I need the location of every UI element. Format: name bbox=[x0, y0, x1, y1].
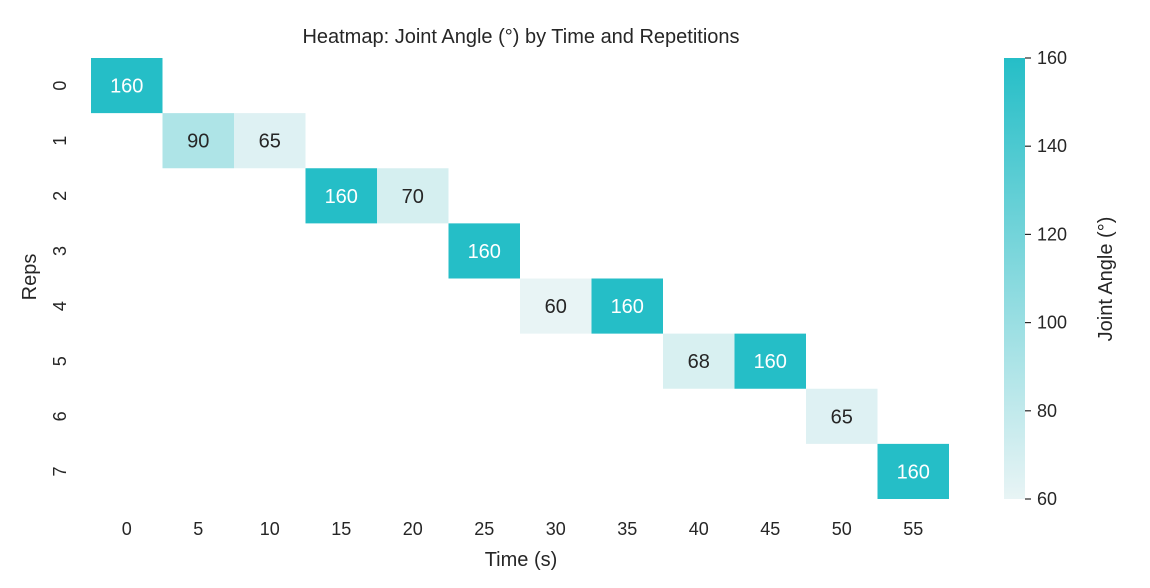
heatmap-cell bbox=[877, 443, 949, 499]
heatmap-cells: 160 90 65 160 70 160 60 160 68 160 65 160 bbox=[91, 58, 949, 499]
colorbar-ticks: 60 80 100 120 140 160 bbox=[1025, 48, 1067, 509]
cell-value-label: 70 bbox=[402, 186, 424, 208]
y-axis-label: Reps bbox=[19, 254, 41, 301]
y-tick-label: 6 bbox=[50, 411, 70, 421]
heatmap-cell bbox=[520, 278, 592, 334]
x-tick-label: 30 bbox=[546, 519, 566, 539]
y-axis-ticks: 0 1 2 3 4 5 6 7 bbox=[50, 81, 70, 477]
heatmap-cell bbox=[377, 168, 449, 224]
colorbar-tick-label: 140 bbox=[1037, 136, 1067, 156]
x-tick-label: 45 bbox=[760, 519, 780, 539]
cell-value-label: 65 bbox=[831, 406, 853, 428]
heatmap-cell bbox=[591, 278, 663, 334]
heatmap-cell bbox=[806, 388, 878, 444]
heatmap-cell bbox=[734, 333, 806, 389]
heatmap-cell bbox=[234, 113, 306, 169]
colorbar-tick-label: 160 bbox=[1037, 48, 1067, 68]
heatmap-cell bbox=[663, 333, 735, 389]
colorbar-tick-label: 120 bbox=[1037, 224, 1067, 244]
colorbar-tick-label: 60 bbox=[1037, 489, 1057, 509]
y-tick-label: 7 bbox=[50, 466, 70, 476]
y-tick-label: 4 bbox=[50, 301, 70, 311]
heatmap-cell bbox=[91, 58, 163, 114]
cell-value-label: 160 bbox=[110, 76, 143, 98]
x-tick-label: 15 bbox=[331, 519, 351, 539]
x-tick-label: 25 bbox=[474, 519, 494, 539]
colorbar-gradient bbox=[1004, 58, 1025, 499]
x-axis-label: Time (s) bbox=[485, 549, 558, 571]
y-tick-label: 5 bbox=[50, 356, 70, 366]
x-tick-label: 5 bbox=[193, 519, 203, 539]
x-axis-ticks: 0 5 10 15 20 25 30 35 40 45 50 55 bbox=[122, 519, 924, 539]
y-tick-label: 2 bbox=[50, 191, 70, 201]
cell-value-label: 68 bbox=[688, 351, 710, 373]
heatmap-cell bbox=[448, 223, 520, 279]
cell-value-label: 160 bbox=[897, 461, 930, 483]
cell-value-label: 90 bbox=[187, 131, 209, 153]
colorbar-tick-label: 80 bbox=[1037, 401, 1057, 421]
x-tick-label: 55 bbox=[903, 519, 923, 539]
x-tick-label: 35 bbox=[617, 519, 637, 539]
y-tick-label: 1 bbox=[50, 136, 70, 146]
colorbar-label: Joint Angle (°) bbox=[1095, 217, 1117, 342]
cell-value-label: 60 bbox=[545, 296, 567, 318]
x-tick-label: 0 bbox=[122, 519, 132, 539]
colorbar-tick-label: 100 bbox=[1037, 313, 1067, 333]
chart-title: Heatmap: Joint Angle (°) by Time and Rep… bbox=[302, 26, 739, 48]
x-tick-label: 50 bbox=[832, 519, 852, 539]
cell-value-label: 65 bbox=[259, 131, 281, 153]
cell-value-label: 160 bbox=[468, 241, 501, 263]
y-tick-label: 3 bbox=[50, 246, 70, 256]
x-tick-label: 20 bbox=[403, 519, 423, 539]
cell-value-label: 160 bbox=[325, 186, 358, 208]
x-tick-label: 10 bbox=[260, 519, 280, 539]
cell-value-label: 160 bbox=[754, 351, 787, 373]
cell-value-label: 160 bbox=[611, 296, 644, 318]
y-tick-label: 0 bbox=[50, 81, 70, 91]
heatmap-cell bbox=[305, 168, 377, 224]
x-tick-label: 40 bbox=[689, 519, 709, 539]
colorbar: 60 80 100 120 140 160 Joint Angle (°) bbox=[1004, 48, 1117, 509]
heatmap-cell bbox=[162, 113, 234, 169]
